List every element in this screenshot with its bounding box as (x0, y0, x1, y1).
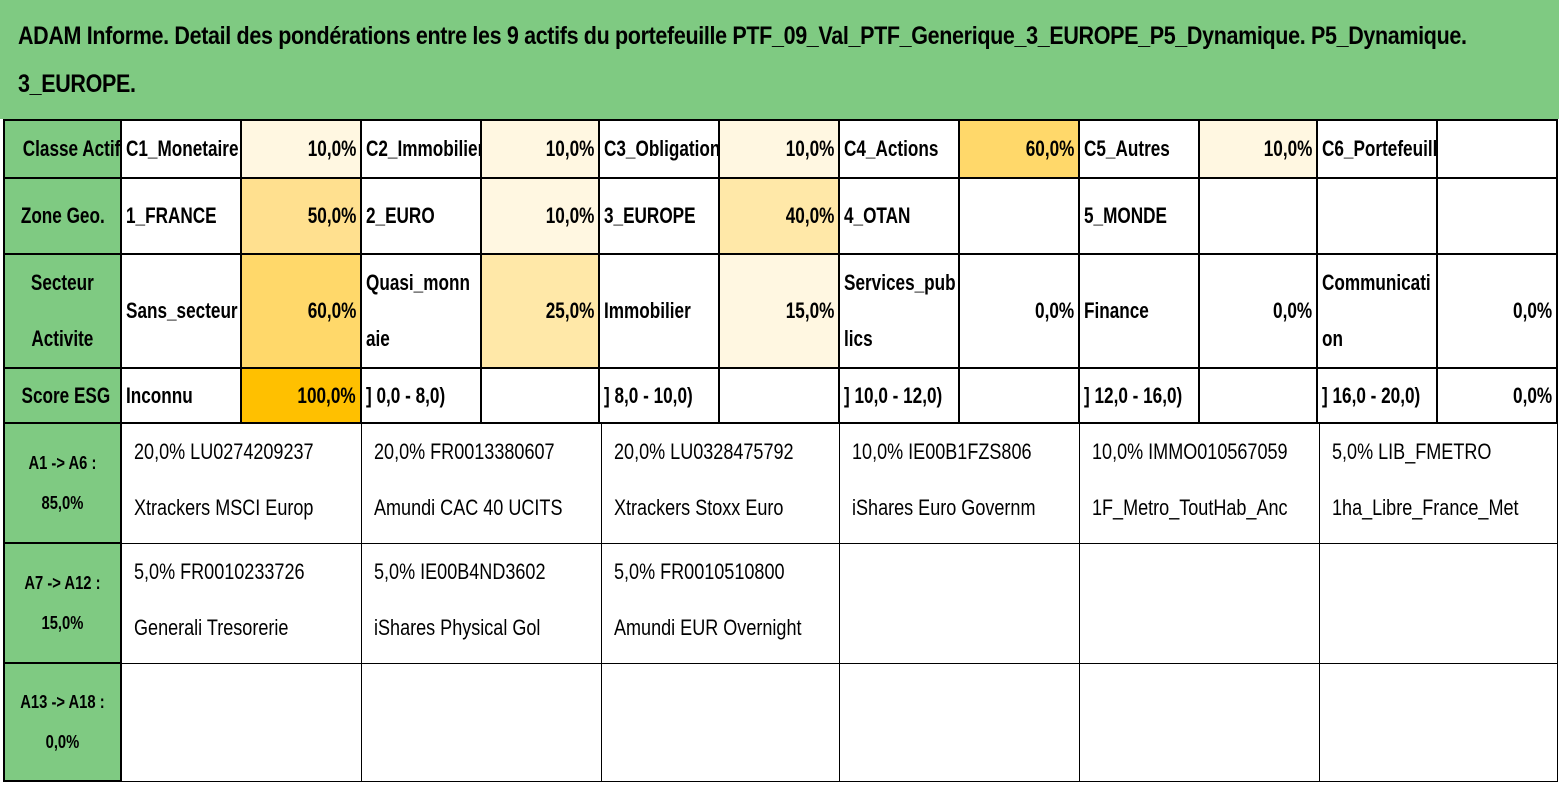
classe-pct-cell: 10,0% (480, 119, 600, 179)
esg-pct-cell (480, 367, 600, 424)
classe-pct-cell: 10,0% (1198, 119, 1318, 179)
zone-pct-cell (1198, 177, 1318, 255)
esg-pct-cell: 0,0% (1436, 367, 1558, 424)
zone-name-cell: 5_MONDE (1078, 177, 1200, 255)
assets-row-a1-a6-header: A1 -> A6 :85,0% (3, 422, 122, 544)
zone-name-cell: 4_OTAN (838, 177, 960, 255)
secteur-row: Secteur Activite Sans_secteur 60,0% Quasi… (3, 253, 1558, 369)
assets-row-a13-a18-header: A13 -> A18 :0,0% (3, 662, 122, 782)
report-title-line2: 3_EUROPE. (18, 70, 136, 98)
esg-name-cell: Inconnu (120, 367, 242, 424)
secteur-name-cell: Finance (1078, 253, 1200, 369)
secteur-name-cell: Immobilier (598, 253, 720, 369)
asset-cell (1078, 662, 1320, 782)
asset-cell: 5,0% FR0010233726 Generali Tresorerie (120, 542, 362, 664)
asset-cell (360, 662, 602, 782)
asset-cell: 10,0% IE00B1FZS806 iShares Euro Governm (838, 422, 1080, 544)
asset-cell (600, 662, 840, 782)
asset-cell (1318, 662, 1558, 782)
classe-name-cell: C3_Obligations (598, 119, 720, 179)
secteur-pct-cell: 0,0% (1436, 253, 1558, 369)
zone-pct-cell (958, 177, 1080, 255)
secteur-pct-cell: 15,0% (718, 253, 840, 369)
allocation-grid: Classe Actif C1_Monetaire 10,0% C2_Immob… (3, 119, 1558, 424)
asset-cell: 5,0% LIB_FMETRO 1ha_Libre_France_Met (1318, 422, 1558, 544)
esg-pct-cell (958, 367, 1080, 424)
asset-cell: 20,0% FR0013380607 Amundi CAC 40 UCITS (360, 422, 602, 544)
assets-row-a7-a12-header: A7 -> A12 :15,0% (3, 542, 122, 664)
asset-cell (1078, 542, 1320, 664)
report-title-line1: ADAM Informe. Detail des pondérations en… (18, 22, 1467, 50)
secteur-name-cell: Quasi_monn aie (360, 253, 482, 369)
secteur-pct-cell: 0,0% (1198, 253, 1318, 369)
secteur-pct-cell: 0,0% (958, 253, 1080, 369)
esg-name-cell: ] 10,0 - 12,0) (838, 367, 960, 424)
classe-pct-cell: 10,0% (240, 119, 362, 179)
zone-pct-cell: 40,0% (718, 177, 840, 255)
secteur-pct-cell: 25,0% (480, 253, 600, 369)
esg-pct-cell (1198, 367, 1318, 424)
assets-grid: A1 -> A6 :85,0% 20,0% LU0274209237 Xtrack… (3, 422, 1558, 782)
esg-name-cell: ] 12,0 - 16,0) (1078, 367, 1200, 424)
asset-cell (838, 542, 1080, 664)
zone-pct-cell: 50,0% (240, 177, 362, 255)
secteur-name-cell: Sans_secteur (120, 253, 242, 369)
classe-name-cell: C2_Immobilier (360, 119, 482, 179)
secteur-name-cell: Services_pub lics (838, 253, 960, 369)
secteur-pct-cell: 60,0% (240, 253, 362, 369)
esg-name-cell: ] 16,0 - 20,0) (1316, 367, 1438, 424)
esg-pct-cell (718, 367, 840, 424)
asset-cell: 5,0% IE00B4ND3602 iShares Physical Gol (360, 542, 602, 664)
asset-cell (1318, 542, 1558, 664)
asset-cell (838, 662, 1080, 782)
zone-pct-cell: 10,0% (480, 177, 600, 255)
classe-pct-cell: 10,0% (718, 119, 840, 179)
classe-actif-header: Classe Actif (3, 119, 122, 179)
secteur-name-cell: Communicati on (1316, 253, 1438, 369)
classe-name-cell: C5_Autres (1078, 119, 1200, 179)
classe-pct-cell (1436, 119, 1558, 179)
zone-geo-row: Zone Geo. 1_FRANCE 50,0% 2_EURO 10,0% 3_… (3, 177, 1558, 255)
classe-actif-row: Classe Actif C1_Monetaire 10,0% C2_Immob… (3, 119, 1558, 179)
zone-name-cell (1316, 177, 1438, 255)
asset-cell: 5,0% FR0010510800 Amundi EUR Overnight (600, 542, 840, 664)
classe-name-cell: C1_Monetaire (120, 119, 242, 179)
secteur-header: Secteur Activite (3, 253, 122, 369)
asset-cell: 10,0% IMMO010567059 1F_Metro_ToutHab_Anc (1078, 422, 1320, 544)
assets-row-a1-a6: A1 -> A6 :85,0% 20,0% LU0274209237 Xtrack… (3, 422, 1558, 544)
classe-pct-cell: 60,0% (958, 119, 1080, 179)
zone-name-cell: 3_EUROPE (598, 177, 720, 255)
score-esg-row: Score ESG Inconnu 100,0% ] 0,0 - 8,0) ] … (3, 367, 1558, 424)
asset-cell: 20,0% LU0274209237 Xtrackers MSCI Europ (120, 422, 362, 544)
assets-row-a7-a12: A7 -> A12 :15,0% 5,0% FR0010233726 Genera… (3, 542, 1558, 664)
zone-pct-cell (1436, 177, 1558, 255)
zone-name-cell: 2_EURO (360, 177, 482, 255)
asset-cell (120, 662, 362, 782)
asset-cell: 20,0% LU0328475792 Xtrackers Stoxx Euro (600, 422, 840, 544)
zone-name-cell: 1_FRANCE (120, 177, 242, 255)
classe-name-cell: C4_Actions (838, 119, 960, 179)
esg-name-cell: ] 8,0 - 10,0) (598, 367, 720, 424)
esg-name-cell: ] 0,0 - 8,0) (360, 367, 482, 424)
report-title: ADAM Informe. Detail des pondérations en… (0, 0, 1559, 119)
assets-row-a13-a18: A13 -> A18 :0,0% (3, 662, 1558, 782)
score-esg-header: Score ESG (3, 367, 122, 424)
zone-geo-header: Zone Geo. (3, 177, 122, 255)
classe-name-cell: C6_Portefeuill (1316, 119, 1438, 179)
esg-pct-cell: 100,0% (240, 367, 362, 424)
